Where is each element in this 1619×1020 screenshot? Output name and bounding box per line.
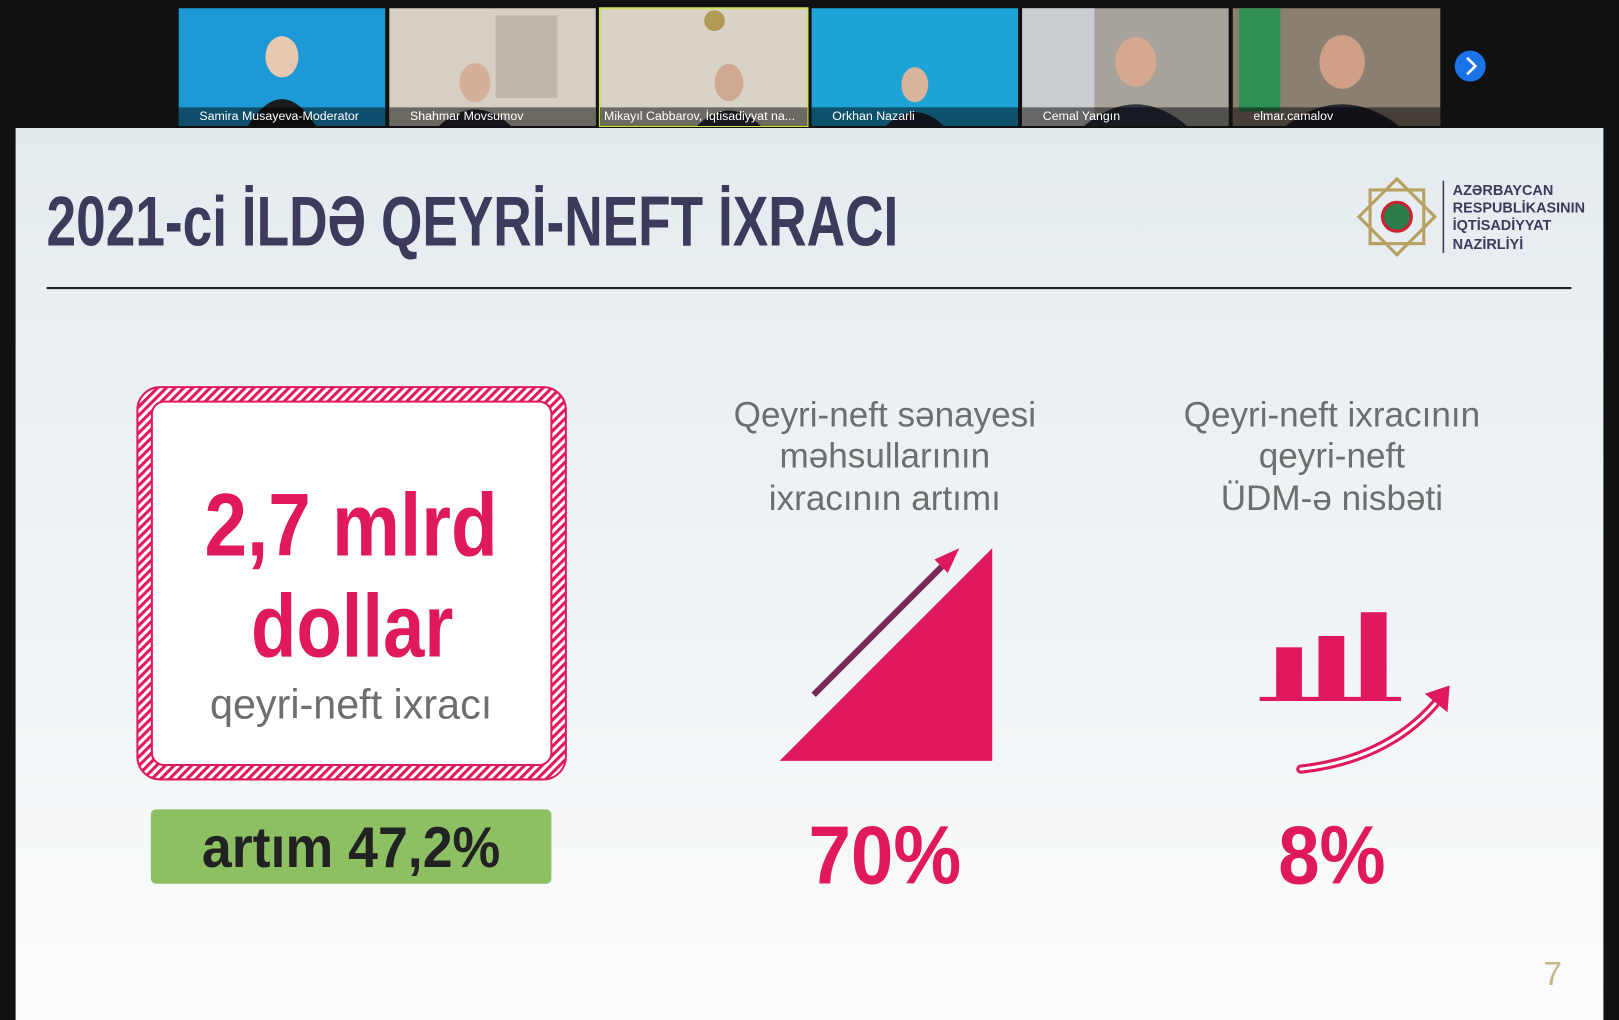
slide-title: 2021-ci İLDƏ QEYRİ-NEFT İXRACI xyxy=(47,182,899,261)
logo-text: RESPUBLİKASININ xyxy=(1453,200,1585,217)
video-tile[interactable]: Samira Musayeva-Moderator xyxy=(178,8,386,126)
bar-icon xyxy=(1259,612,1450,774)
participant-name: Samira Musayeva-Moderator xyxy=(199,109,359,123)
participant-name: Shahmar Movsumov xyxy=(410,109,524,123)
stat-value: 8% xyxy=(1278,809,1385,902)
next-page-button[interactable] xyxy=(1454,50,1486,82)
growth-badge xyxy=(150,809,552,884)
stat-caption: Qeyri-neft ixracının xyxy=(1184,395,1480,434)
stat-value: 70% xyxy=(808,809,961,902)
growth-text: artım 47,2% xyxy=(202,816,500,880)
logo-emblem xyxy=(1356,176,1438,257)
participant-name: elmar.camalov xyxy=(1253,109,1334,123)
video-tile[interactable]: Cemal Yangın xyxy=(1022,8,1229,126)
video-tile[interactable]: Mikayıl Cabbarov, İqtisadiyyat na... xyxy=(598,7,809,127)
video-strip: Samira Musayeva-Moderator Shahmar Movsum… xyxy=(178,7,1486,127)
video-tile[interactable]: Orkhan Nazarli xyxy=(811,8,1019,126)
main-value: 2,7 mlrd xyxy=(205,475,498,574)
participant-name: Cemal Yangın xyxy=(1043,109,1120,123)
highlight-box-inner xyxy=(150,400,553,767)
logo-text: İQTİSADİYYAT xyxy=(1453,217,1552,234)
video-tile[interactable]: Shahmar Movsumov xyxy=(389,8,596,126)
participant-name: Mikayıl Cabbarov, İqtisadiyyat na... xyxy=(604,109,795,123)
main-caption: qeyri-neft ixracı xyxy=(210,682,492,728)
stat-caption: qeyri-neft xyxy=(1259,437,1406,476)
slide: 2021-ci İLDƏ QEYRİ-NEFT İXRACI AZƏRBAYCA… xyxy=(15,128,1604,1020)
stat-caption: ixracının artımı xyxy=(769,479,1001,518)
page-number: 7 xyxy=(1544,955,1562,992)
video-tile[interactable]: elmar.camalov xyxy=(1232,8,1441,126)
main-value: dollar xyxy=(251,577,453,676)
stat-caption: məhsullarının xyxy=(780,437,991,476)
participant-name: Orkhan Nazarli xyxy=(832,109,915,123)
logo-text: NAZİRLİYİ xyxy=(1453,236,1524,253)
logo-text: AZƏRBAYCAN xyxy=(1453,183,1554,199)
stat-caption: Qeyri-neft sənayesi xyxy=(734,395,1036,434)
stat-caption: ÜDM-ə nisbəti xyxy=(1221,479,1443,518)
